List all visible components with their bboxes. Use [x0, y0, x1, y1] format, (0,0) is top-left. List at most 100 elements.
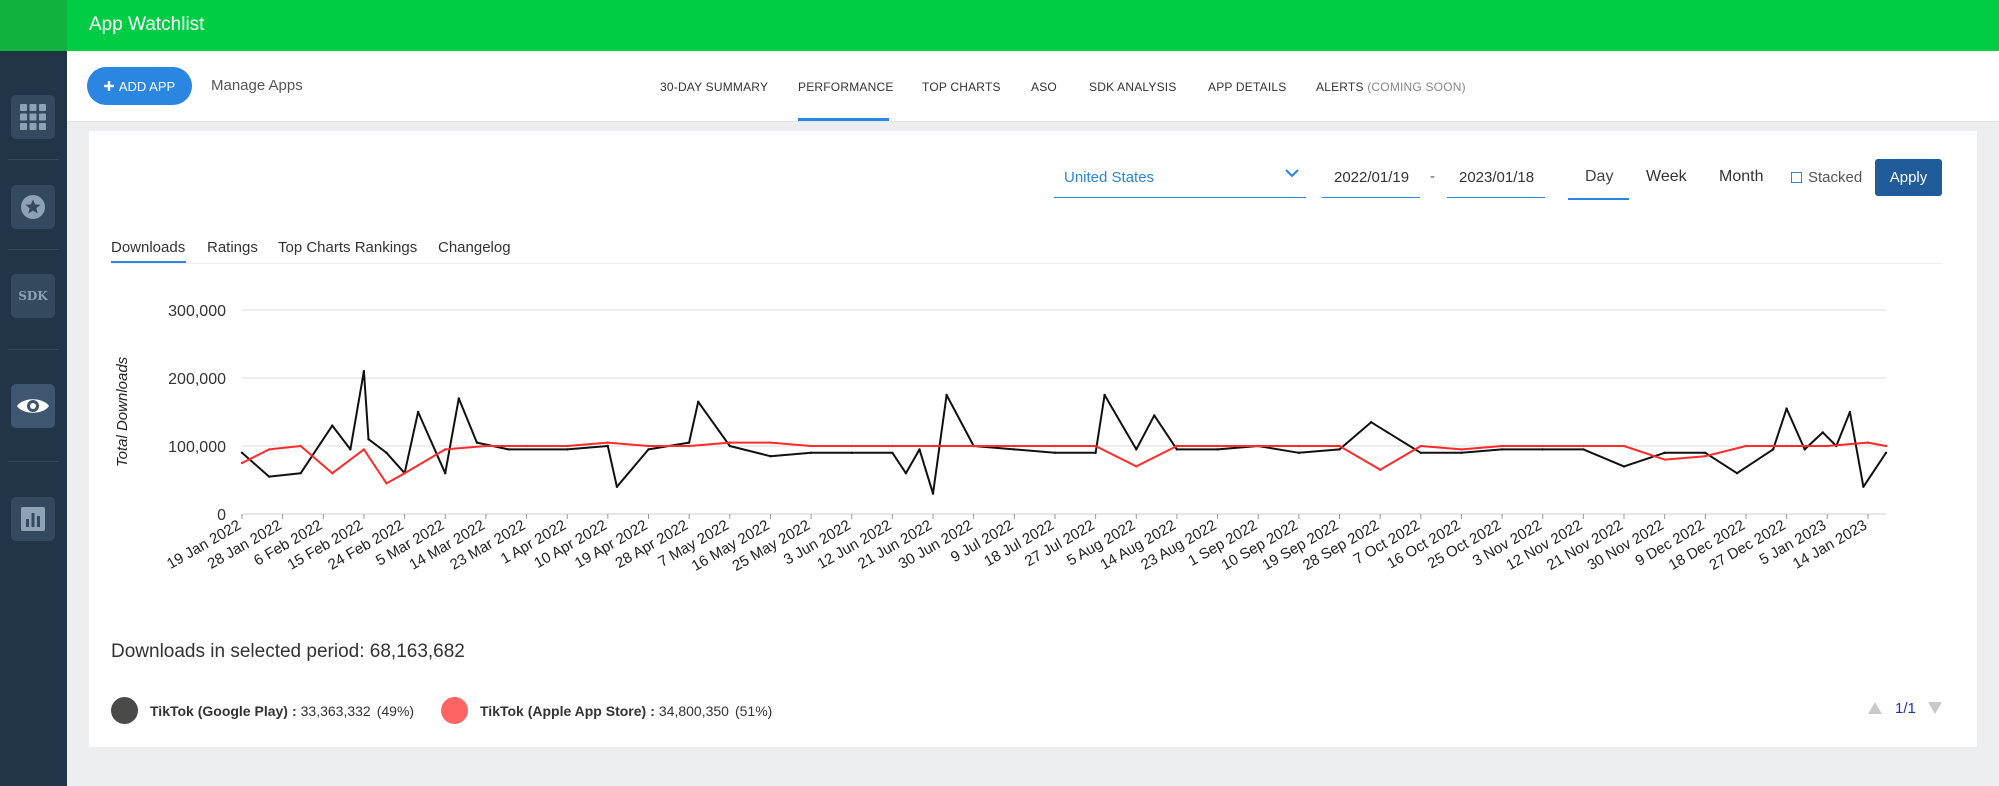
data-point [566, 444, 569, 448]
data-point [687, 444, 691, 448]
top-bar-corner [0, 0, 67, 51]
data-point [1663, 458, 1666, 461]
period-week[interactable]: Week [1646, 168, 1687, 185]
sidebar-item-watchlist[interactable] [11, 384, 55, 428]
data-point [331, 424, 334, 427]
sidebar-divider [8, 461, 59, 462]
data-point [1771, 448, 1775, 451]
data-point [566, 448, 569, 451]
data-point [1704, 455, 1707, 458]
tab-alerts-label: ALERTS [1316, 80, 1364, 94]
start-date-input[interactable]: 2022/01/19 [1322, 153, 1420, 198]
data-point [1826, 444, 1829, 448]
data-point [1862, 485, 1865, 488]
stacked-checkbox[interactable] [1791, 172, 1802, 183]
series-line-google-play [241, 370, 1887, 495]
data-point [267, 448, 271, 451]
legend-name: TikTok (Google Play) [150, 702, 288, 719]
tab-aso[interactable]: ASO [1031, 80, 1057, 94]
data-point [606, 441, 609, 444]
tab-30-day-summary[interactable]: 30-DAY SUMMARY [660, 80, 769, 94]
legend-item-google-play[interactable]: TikTok (Google Play): 33,363,332 (49%) [111, 697, 414, 724]
data-point [484, 444, 488, 448]
sidebar-item-reports[interactable] [11, 497, 55, 541]
data-point [697, 400, 700, 403]
legend-colon: : [650, 702, 655, 719]
date-range-separator: - [1430, 168, 1435, 185]
page-down-icon[interactable] [1927, 700, 1943, 716]
data-point [769, 441, 772, 444]
data-point [1094, 444, 1097, 448]
plus-icon [103, 81, 114, 91]
data-point [1419, 444, 1423, 448]
data-point [1541, 444, 1544, 448]
downloads-total-value: 68,163,682 [369, 641, 465, 662]
data-point [1175, 448, 1179, 451]
end-date-input[interactable]: 2023/01/18 [1447, 153, 1545, 198]
data-point [385, 482, 388, 485]
legend-percent: (51%) [734, 702, 773, 719]
data-point [1460, 448, 1463, 451]
data-point [1257, 444, 1260, 448]
sidebar-item-favorites[interactable] [11, 185, 55, 229]
data-point [457, 397, 460, 400]
data-point [918, 448, 921, 451]
legend-name: TikTok (Apple App Store) [480, 702, 647, 719]
page-up-icon[interactable] [1867, 700, 1883, 716]
data-point [1884, 451, 1888, 454]
data-point [416, 410, 420, 414]
data-point [904, 472, 908, 475]
chart-tab-changelog[interactable]: Changelog [438, 239, 511, 256]
data-point [1744, 444, 1748, 448]
y-axis-label: Total Downloads [114, 356, 131, 467]
country-select[interactable]: United States [1054, 153, 1306, 198]
data-point [1297, 444, 1301, 448]
series-line-apple-app-store [241, 441, 1887, 485]
app-title: App Watchlist [89, 14, 205, 35]
data-point [331, 472, 334, 475]
tab-alerts[interactable]: ALERTS (COMING SOON) [1316, 80, 1466, 94]
legend-percent: (49%) [376, 702, 415, 719]
period-month[interactable]: Month [1719, 168, 1764, 185]
data-point [267, 475, 271, 478]
data-point [1622, 465, 1626, 468]
data-point [240, 451, 244, 454]
period-day[interactable]: Day [1585, 168, 1614, 185]
add-app-button[interactable]: ADD APP [87, 67, 192, 105]
legend-item-apple-app-store[interactable]: TikTok (Apple App Store): 34,800,350 (51… [441, 697, 772, 724]
data-point [1297, 451, 1301, 454]
data-point [362, 370, 366, 373]
chart-tab-top-charts-rankings[interactable]: Top Charts Rankings [278, 239, 418, 256]
data-point [687, 441, 691, 444]
tab-sdk-analysis[interactable]: SDK ANALYSIS [1089, 80, 1177, 94]
data-point [1848, 410, 1852, 414]
chart-tab-ratings[interactable]: Ratings [207, 239, 258, 256]
data-point [891, 451, 894, 454]
tab-performance[interactable]: PERFORMANCE [798, 80, 894, 94]
start-date-value: 2022/01/19 [1334, 169, 1410, 186]
data-point [444, 472, 447, 475]
data-point [444, 448, 447, 451]
data-point [1379, 468, 1382, 471]
y-tick-label: 100,000 [168, 439, 226, 456]
legend-value: 34,800,350 [658, 702, 729, 719]
data-point [1013, 444, 1016, 448]
sidebar-item-apps[interactable] [11, 95, 55, 139]
manage-apps-link[interactable]: Manage Apps [211, 77, 303, 94]
sidebar-item-sdk[interactable]: SDK [11, 274, 55, 318]
data-point [1500, 448, 1504, 451]
data-point [606, 444, 609, 448]
sidebar: SDK [0, 51, 67, 786]
data-point [931, 444, 935, 448]
tab-top-charts[interactable]: TOP CHARTS [922, 80, 1001, 94]
sidebar-divider [8, 349, 59, 350]
apply-button[interactable]: Apply [1875, 159, 1942, 196]
tab-app-details[interactable]: APP DETAILS [1208, 80, 1287, 94]
data-point [809, 451, 813, 454]
stacked-toggle[interactable]: Stacked [1791, 169, 1862, 186]
data-point [1135, 465, 1138, 468]
data-point [403, 472, 406, 475]
data-point [1053, 444, 1057, 448]
chart-tab-downloads[interactable]: Downloads [111, 239, 186, 256]
